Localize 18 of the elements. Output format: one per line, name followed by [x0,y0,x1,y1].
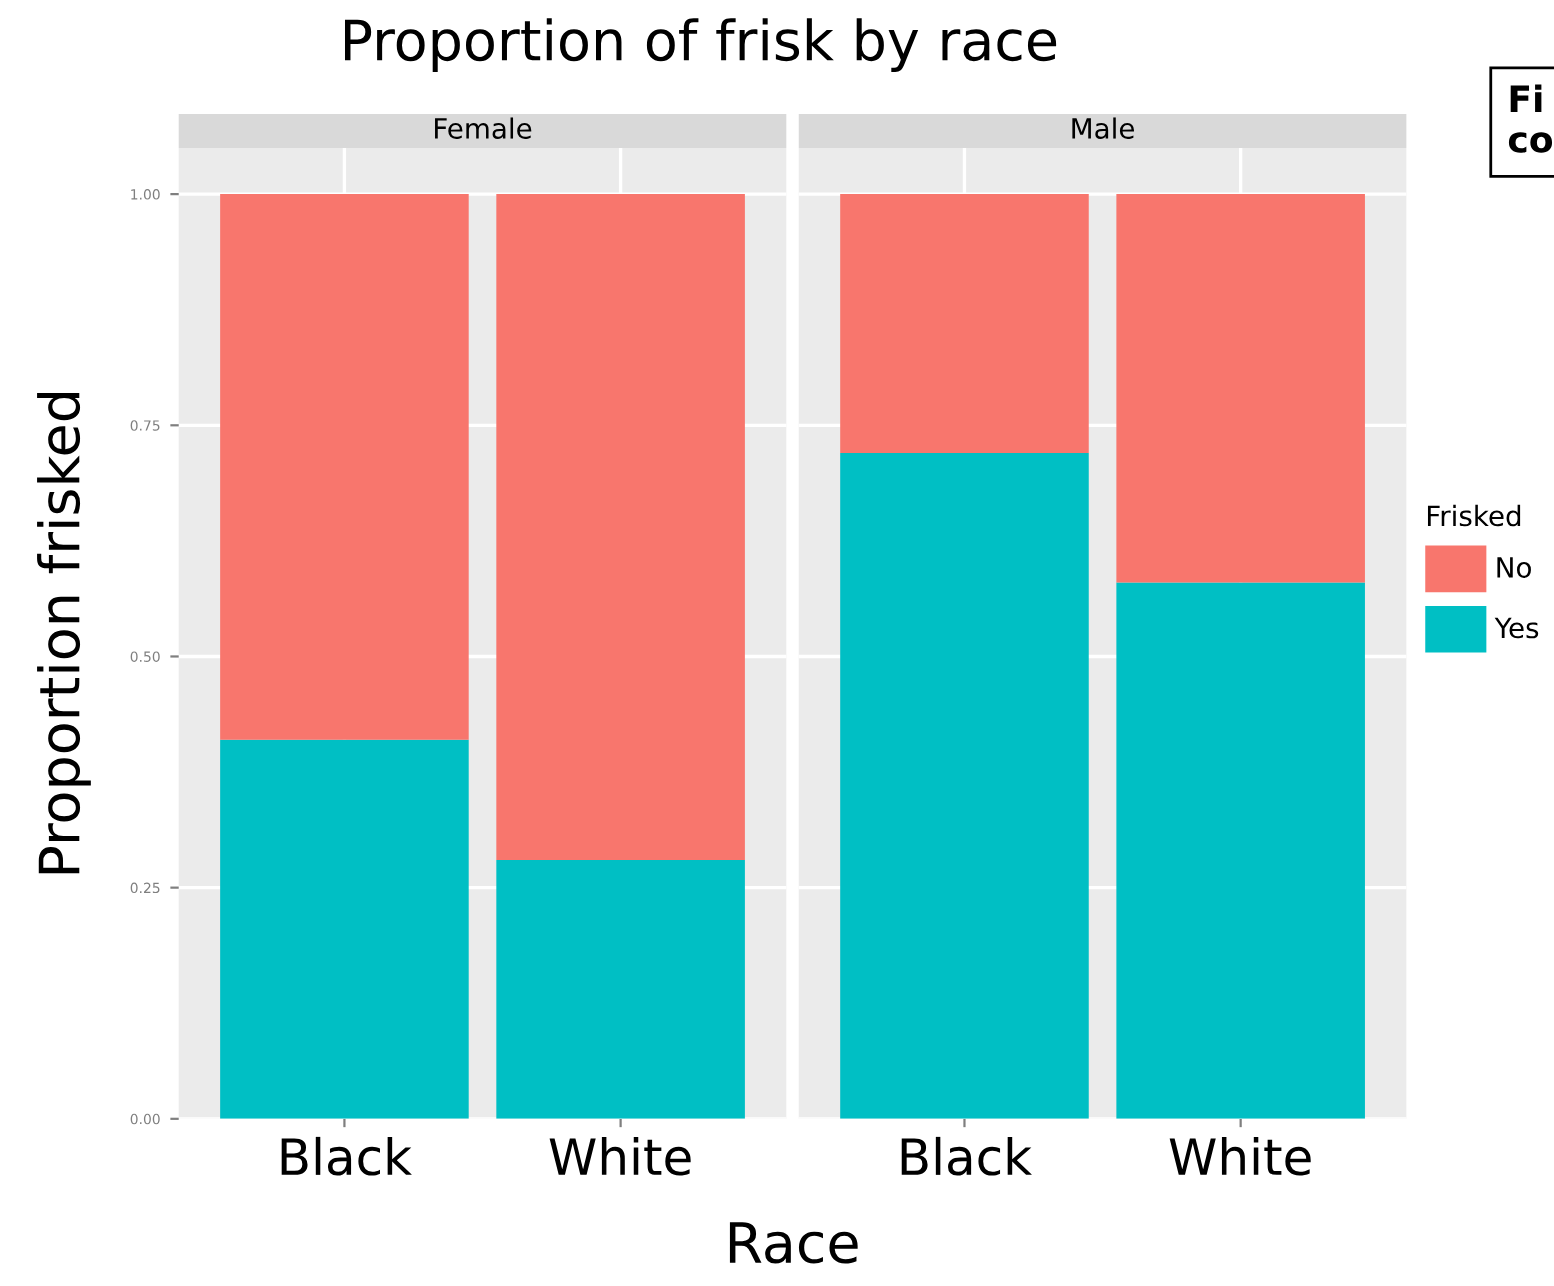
bar [220,739,469,1119]
legend-title: Frisked [1427,504,1521,527]
y-axis-title: Proportion frisked [37,393,91,874]
chart-subtitle: Female [435,117,532,139]
bar [496,194,745,860]
bar [220,194,469,740]
x-tick-label: Black [281,1136,412,1176]
legend-label: Yes [1494,617,1539,639]
x-tick-label: White [549,1136,691,1176]
legend-label: No [1497,557,1531,578]
text: Fi [1510,84,1542,112]
x-tick-label: Black [901,1136,1032,1176]
bar [496,859,745,1119]
x-axis-title: Race [729,1222,858,1264]
text: co [1508,132,1553,153]
chart-title: Proportion of frisk by race [345,18,1057,72]
x-tick-label: White [1169,1136,1311,1176]
chart-subtitle: Male [1072,117,1134,139]
